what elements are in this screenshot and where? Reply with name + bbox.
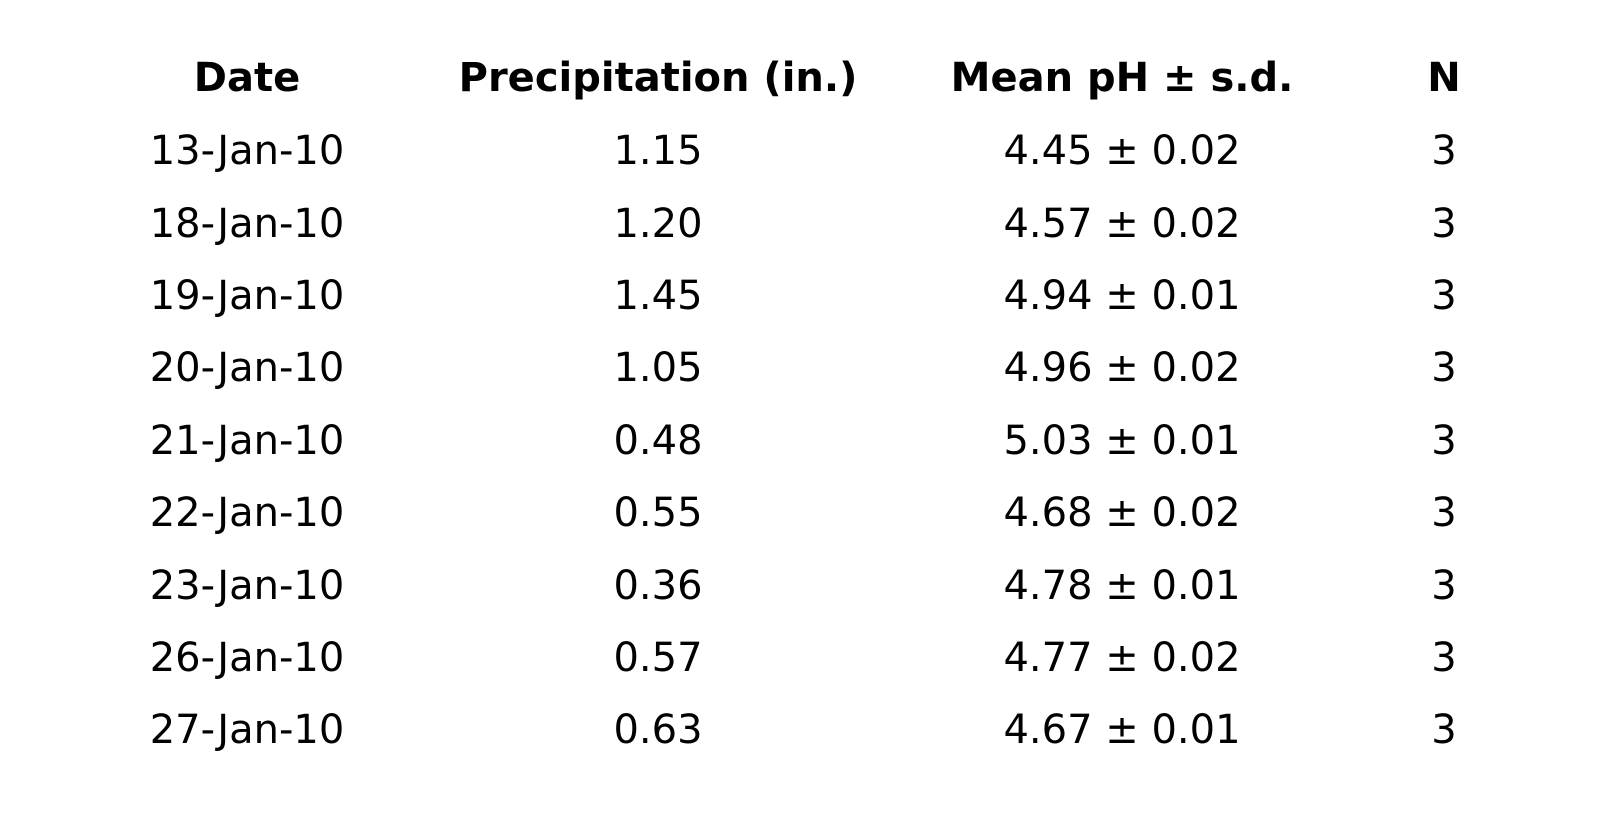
column-header-precipitation: Precipitation (in.): [458, 54, 858, 101]
cell-precipitation: 1.05: [613, 345, 703, 392]
table-row: 20-Jan-10 1.05 4.96 ± 0.02 3: [0, 332, 1612, 404]
cell-precipitation: 0.55: [613, 490, 703, 537]
cell-date: 26-Jan-10: [149, 634, 345, 681]
cell-date: 27-Jan-10: [149, 707, 345, 754]
cell-n: 3: [1431, 345, 1457, 392]
cell-precipitation: 0.57: [613, 634, 703, 681]
cell-precipitation: 1.20: [613, 200, 703, 247]
cell-precipitation: 1.15: [613, 128, 703, 175]
cell-mean-ph-sd: 4.78 ± 0.01: [1003, 562, 1241, 609]
cell-date: 13-Jan-10: [149, 128, 345, 175]
table-row: 18-Jan-10 1.20 4.57 ± 0.02 3: [0, 187, 1612, 259]
table-row: 22-Jan-10 0.55 4.68 ± 0.02 3: [0, 477, 1612, 549]
cell-date: 21-Jan-10: [149, 417, 345, 464]
cell-mean-ph-sd: 4.96 ± 0.02: [1003, 345, 1241, 392]
cell-n: 3: [1431, 200, 1457, 247]
cell-precipitation: 0.48: [613, 417, 703, 464]
cell-n: 3: [1431, 707, 1457, 754]
cell-mean-ph-sd: 4.77 ± 0.02: [1003, 634, 1241, 681]
column-header-mean-ph-sd: Mean pH ± s.d.: [950, 54, 1294, 101]
cell-mean-ph-sd: 4.45 ± 0.02: [1003, 128, 1241, 175]
cell-precipitation: 0.63: [613, 707, 703, 754]
cell-date: 23-Jan-10: [149, 562, 345, 609]
table-row: 19-Jan-10 1.45 4.94 ± 0.01 3: [0, 260, 1612, 332]
cell-precipitation: 1.45: [613, 272, 703, 319]
table-row: 26-Jan-10 0.57 4.77 ± 0.02 3: [0, 622, 1612, 694]
cell-mean-ph-sd: 5.03 ± 0.01: [1003, 417, 1241, 464]
cell-mean-ph-sd: 4.67 ± 0.01: [1003, 707, 1241, 754]
table-header-row: Date Precipitation (in.) Mean pH ± s.d. …: [0, 40, 1612, 115]
cell-n: 3: [1431, 562, 1457, 609]
table-row: 13-Jan-10 1.15 4.45 ± 0.02 3: [0, 115, 1612, 187]
column-header-date: Date: [193, 54, 301, 101]
cell-precipitation: 0.36: [613, 562, 703, 609]
table-row: 27-Jan-10 0.63 4.67 ± 0.01 3: [0, 694, 1612, 766]
cell-mean-ph-sd: 4.68 ± 0.02: [1003, 490, 1241, 537]
table-body: 13-Jan-10 1.15 4.45 ± 0.02 3 18-Jan-10 1.20 4.…: [0, 115, 1612, 767]
cell-n: 3: [1431, 490, 1457, 537]
precipitation-ph-table: Date Precipitation (in.) Mean pH ± s.d. …: [0, 40, 1612, 767]
cell-mean-ph-sd: 4.57 ± 0.02: [1003, 200, 1241, 247]
cell-date: 18-Jan-10: [149, 200, 345, 247]
cell-date: 22-Jan-10: [149, 490, 345, 537]
cell-n: 3: [1431, 128, 1457, 175]
cell-date: 20-Jan-10: [149, 345, 345, 392]
cell-mean-ph-sd: 4.94 ± 0.01: [1003, 272, 1241, 319]
table-row: 21-Jan-10 0.48 5.03 ± 0.01 3: [0, 405, 1612, 477]
cell-n: 3: [1431, 272, 1457, 319]
cell-n: 3: [1431, 417, 1457, 464]
cell-n: 3: [1431, 634, 1457, 681]
table-row: 23-Jan-10 0.36 4.78 ± 0.01 3: [0, 549, 1612, 621]
cell-date: 19-Jan-10: [149, 272, 345, 319]
column-header-n: N: [1427, 54, 1461, 101]
